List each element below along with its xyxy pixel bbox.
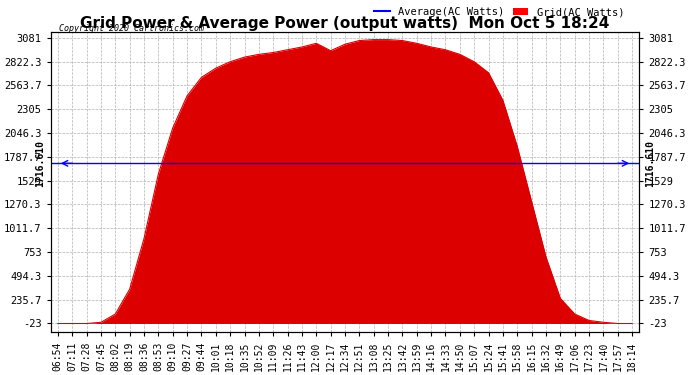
- Text: 1716.610: 1716.610: [34, 140, 45, 187]
- Text: 1716.610: 1716.610: [645, 140, 656, 187]
- Title: Grid Power & Average Power (output watts)  Mon Oct 5 18:24: Grid Power & Average Power (output watts…: [80, 16, 610, 31]
- Legend: Average(AC Watts), Grid(AC Watts): Average(AC Watts), Grid(AC Watts): [370, 3, 628, 21]
- Text: Copyright 2020 Cartronics.com: Copyright 2020 Cartronics.com: [59, 24, 204, 33]
